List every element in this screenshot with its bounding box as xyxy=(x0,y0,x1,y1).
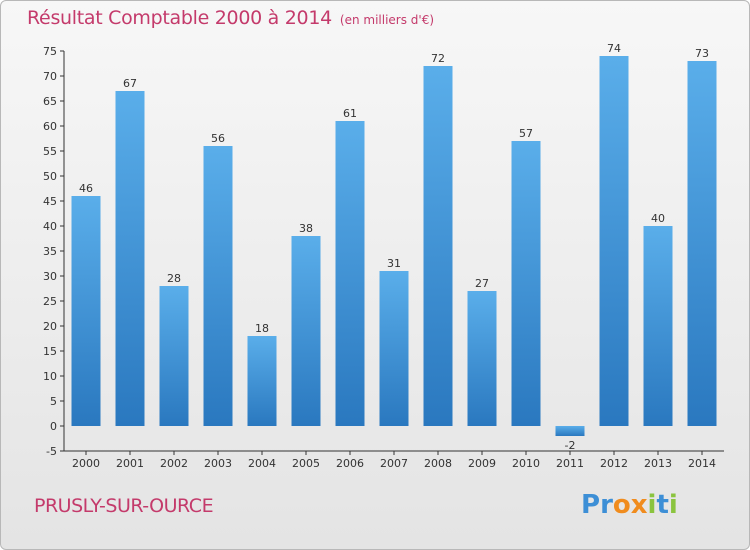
logo-letter: r xyxy=(600,490,613,520)
y-tick-label: 45 xyxy=(43,195,57,208)
logo-letter: P xyxy=(581,490,601,520)
logo-letter: i xyxy=(668,490,678,520)
bar xyxy=(115,91,145,426)
bar xyxy=(467,291,497,426)
logo-letter: t xyxy=(656,490,669,520)
x-tick-label: 2011 xyxy=(556,457,584,470)
data-label: 67 xyxy=(123,77,137,90)
data-label: 27 xyxy=(475,277,489,290)
chart-title: Résultat Comptable 2000 à 2014 (en millie… xyxy=(27,7,434,29)
data-label: 31 xyxy=(387,257,401,270)
bar xyxy=(203,146,233,426)
y-tick-label: 60 xyxy=(43,120,57,133)
data-label: 72 xyxy=(431,52,445,65)
y-tick-label: 75 xyxy=(43,45,57,58)
y-tick-label: -5 xyxy=(46,445,57,458)
x-tick-label: 2010 xyxy=(512,457,540,470)
x-tick-label: 2004 xyxy=(248,457,276,470)
proxiti-logo[interactable]: Proxiti xyxy=(581,490,678,520)
x-tick-label: 2000 xyxy=(72,457,100,470)
x-tick-label: 2007 xyxy=(380,457,408,470)
data-label: 74 xyxy=(607,42,621,55)
logo-letter: i xyxy=(647,490,657,520)
x-tick-label: 2008 xyxy=(424,457,452,470)
x-axis: 2000 2001 2002 2003 2004 2005 2006 2007 2008 2009… xyxy=(64,450,724,470)
data-label: 38 xyxy=(299,222,313,235)
data-label: 18 xyxy=(255,322,269,335)
bar xyxy=(511,141,541,426)
data-label: -2 xyxy=(565,439,576,452)
title-main: Résultat Comptable 2000 à 2014 xyxy=(27,7,332,29)
x-tick-label: 2006 xyxy=(336,457,364,470)
y-tick-label: 30 xyxy=(43,270,57,283)
y-tick-label: 10 xyxy=(43,370,57,383)
bar xyxy=(159,286,189,426)
x-tick-label: 2002 xyxy=(160,457,188,470)
y-tick-label: 55 xyxy=(43,145,57,158)
y-tick-label: 0 xyxy=(50,420,57,433)
x-tick-label: 2014 xyxy=(688,457,716,470)
y-axis: -5 0 5 10 15 20 25 30 35 40 45 50 55 60 65 70 75 xyxy=(43,45,65,458)
bar xyxy=(643,226,673,426)
bars xyxy=(71,56,717,436)
bar xyxy=(379,271,409,426)
data-label: 56 xyxy=(211,132,225,145)
y-tick-label: 40 xyxy=(43,220,57,233)
bar xyxy=(599,56,629,426)
y-tick-label: 15 xyxy=(43,345,57,358)
logo-letter: x xyxy=(630,490,648,520)
bar xyxy=(71,196,101,426)
logo-letter: o xyxy=(612,490,631,520)
y-tick-label: 25 xyxy=(43,295,57,308)
bar xyxy=(247,336,277,426)
x-tick-label: 2009 xyxy=(468,457,496,470)
bar xyxy=(555,426,585,436)
data-label: 28 xyxy=(167,272,181,285)
bar xyxy=(687,61,717,426)
x-tick-label: 2012 xyxy=(600,457,628,470)
y-tick-label: 65 xyxy=(43,95,57,108)
bar xyxy=(335,121,365,426)
x-tick-label: 2003 xyxy=(204,457,232,470)
data-label: 46 xyxy=(79,182,93,195)
y-tick-label: 35 xyxy=(43,245,57,258)
x-tick-label: 2005 xyxy=(292,457,320,470)
data-label: 73 xyxy=(695,47,709,60)
data-label: 40 xyxy=(651,212,665,225)
bar xyxy=(423,66,453,426)
data-label: 61 xyxy=(343,107,357,120)
commune-name: PRUSLY-SUR-OURCE xyxy=(34,495,214,517)
y-tick-label: 20 xyxy=(43,320,57,333)
y-tick-label: 70 xyxy=(43,70,57,83)
y-tick-label: 5 xyxy=(50,395,57,408)
data-label: 57 xyxy=(519,127,533,140)
title-subtitle: (en milliers d'€) xyxy=(339,13,435,27)
x-tick-label: 2001 xyxy=(116,457,144,470)
bar xyxy=(291,236,321,426)
x-tick-label: 2013 xyxy=(644,457,672,470)
value-labels: 46 67 28 56 18 38 61 31 72 27 57 -2 74 40 73 xyxy=(79,42,709,452)
y-tick-label: 50 xyxy=(43,170,57,183)
